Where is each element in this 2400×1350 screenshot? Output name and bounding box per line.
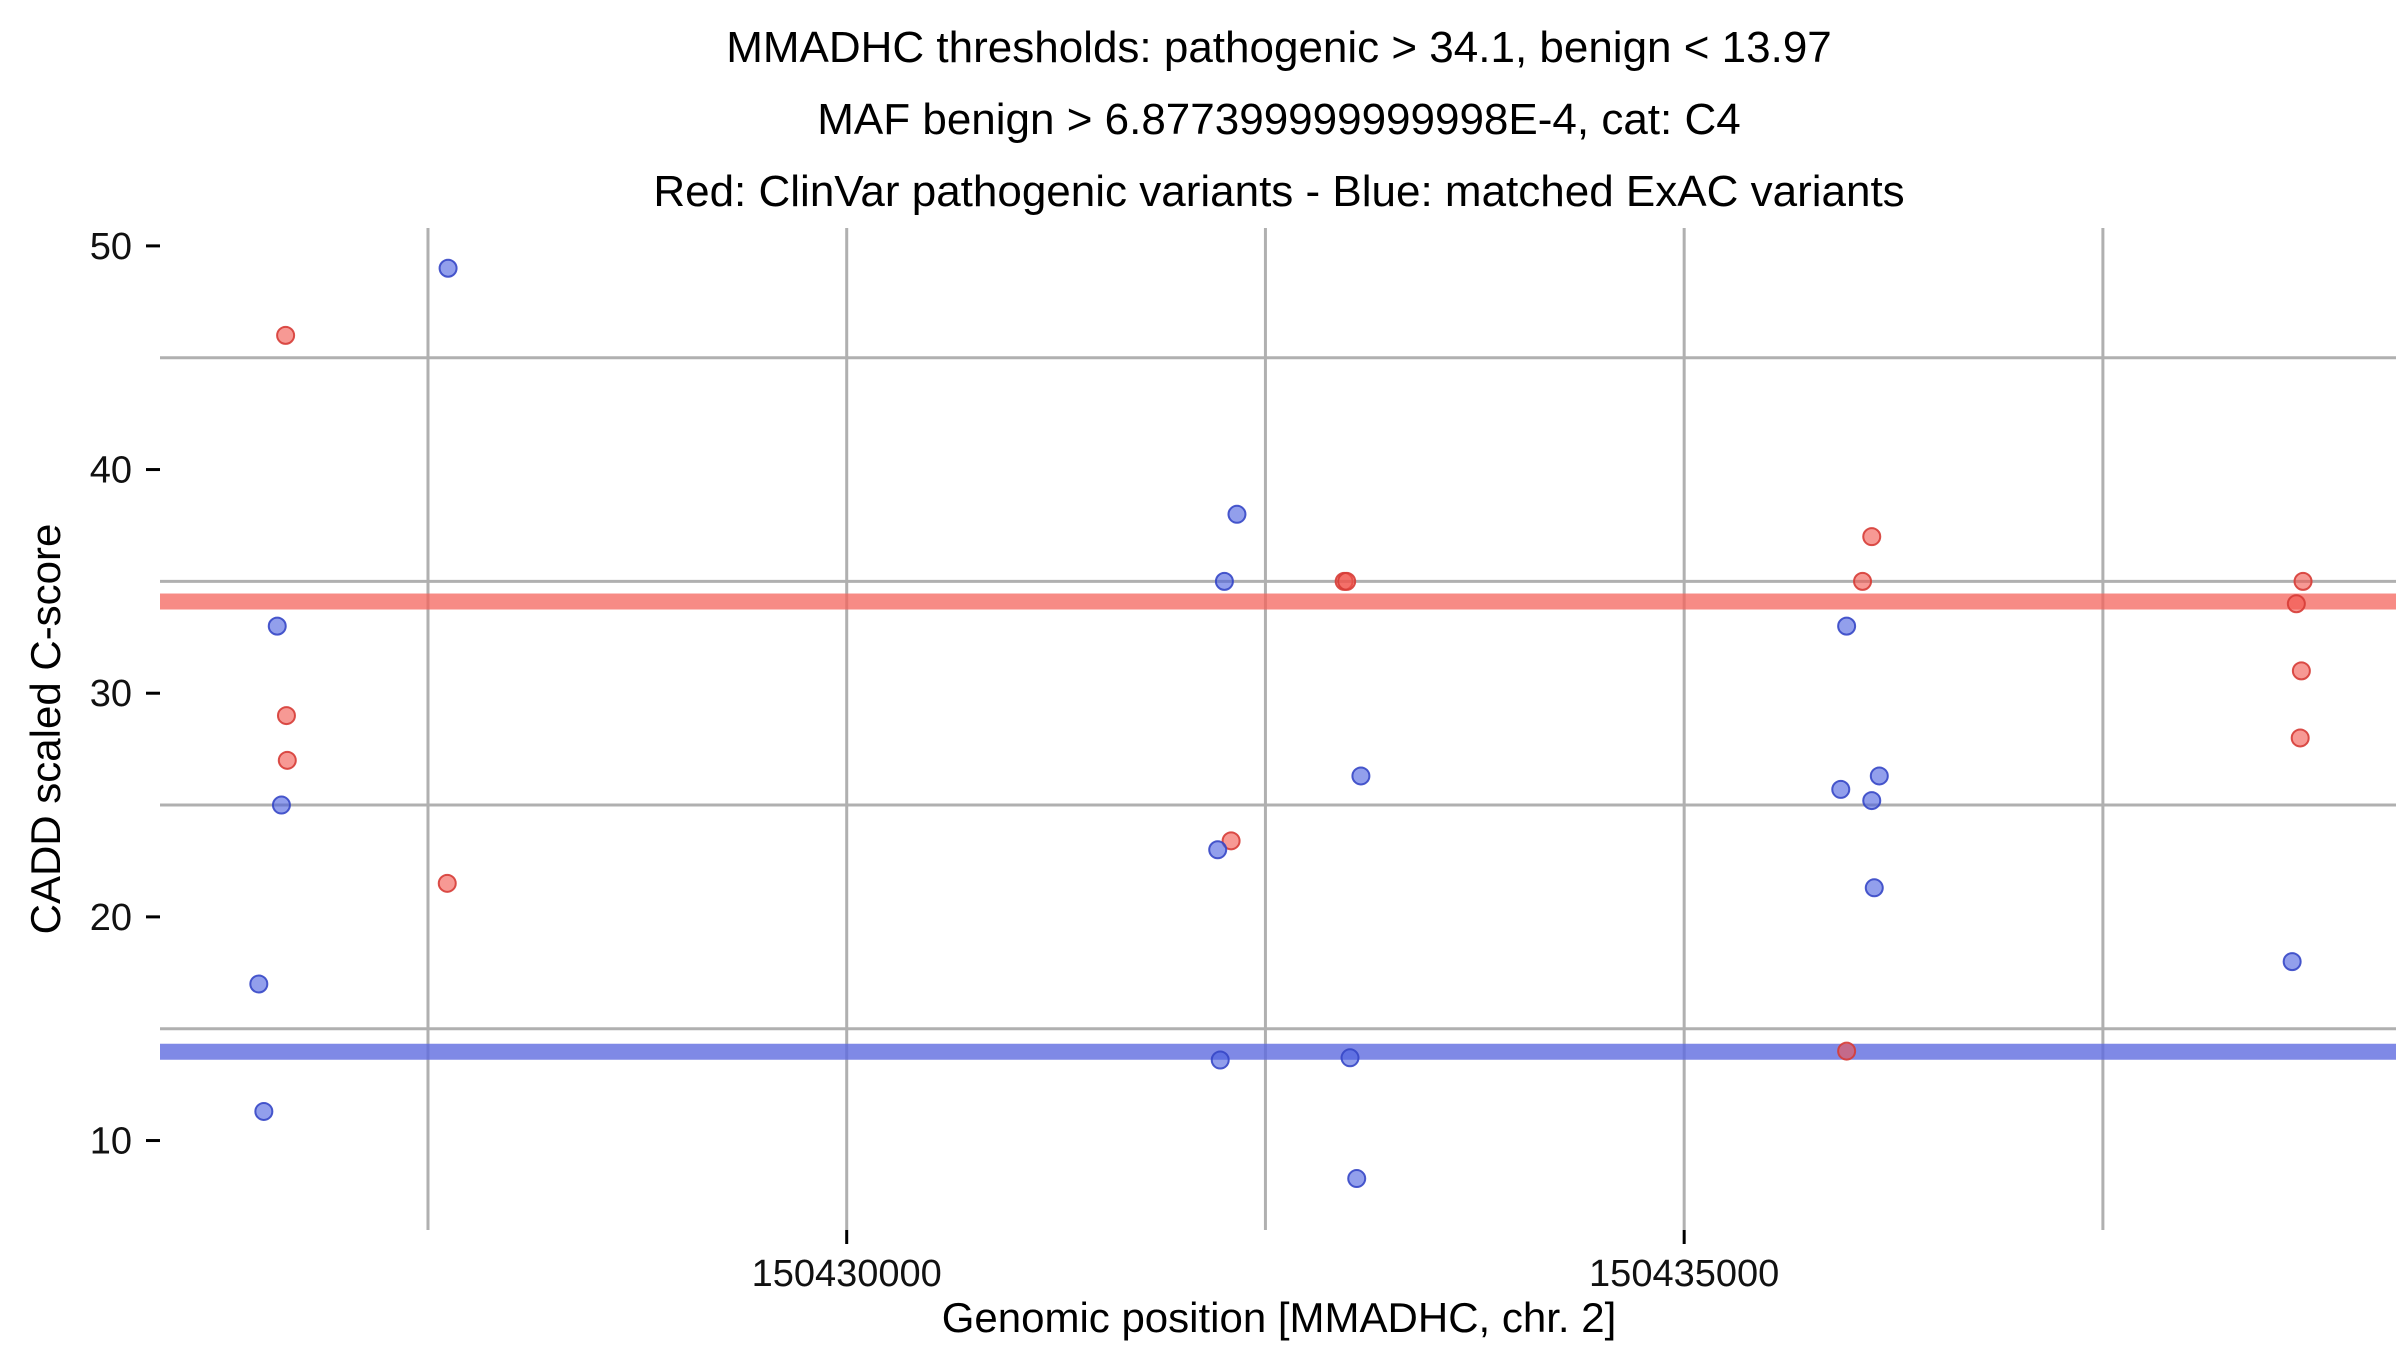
y-tick-label: 40 [90,450,132,492]
chart-title-line-2: MAF benign > 6.877399999999998E-4, cat: … [817,95,1741,144]
point-clinvar-pathogenic [2291,661,2311,681]
point-clinvar-pathogenic [277,750,297,770]
point-clinvar-pathogenic [2286,594,2306,614]
point-clinvar-pathogenic [1221,831,1241,851]
point-exac-matched [254,1101,274,1121]
point-exac-matched [1347,1169,1367,1189]
point-exac-matched [1837,616,1857,636]
y-tick-label: 10 [90,1121,132,1163]
point-clinvar-pathogenic [1862,527,1882,547]
y-axis-label: CADD scaled C-score [22,523,69,935]
point-clinvar-pathogenic [276,325,296,345]
threshold-band-pathogenic [160,593,2396,610]
point-clinvar-pathogenic [1337,571,1357,591]
point-exac-matched [1210,1050,1230,1070]
point-exac-matched [1869,766,1889,786]
point-exac-matched [271,795,291,815]
point-exac-matched [267,616,287,636]
x-axis-label: Genomic position [MMADHC, chr. 2] [941,1294,1617,1341]
point-clinvar-pathogenic [1853,571,1873,591]
point-exac-matched [1340,1048,1360,1068]
point-exac-matched [2282,952,2302,972]
y-tick-label: 30 [90,673,132,715]
point-clinvar-pathogenic [1837,1041,1857,1061]
point-exac-matched [1862,791,1882,811]
point-exac-matched [1214,571,1234,591]
point-clinvar-pathogenic [2293,571,2313,591]
point-clinvar-pathogenic [276,706,296,726]
chart-title-line-1: MMADHC thresholds: pathogenic > 34.1, be… [726,23,1832,72]
chart-title: MMADHC thresholds: pathogenic > 34.1, be… [160,12,2398,228]
chart-title-line-3: Red: ClinVar pathogenic variants - Blue:… [653,167,1905,216]
point-exac-matched [1351,766,1371,786]
y-tick-label: 20 [90,897,132,939]
point-exac-matched [438,258,458,278]
point-clinvar-pathogenic [437,873,457,893]
point-exac-matched [1864,878,1884,898]
x-tick-label: 150430000 [752,1253,942,1295]
y-tick-label: 50 [90,226,132,268]
x-tick-label: 150435000 [1589,1253,1779,1295]
point-clinvar-pathogenic [2290,728,2310,748]
threshold-band-benign [160,1043,2396,1060]
point-exac-matched [249,974,269,994]
point-exac-matched [1227,504,1247,524]
point-exac-matched [1831,779,1851,799]
point-exac-matched [1208,840,1228,860]
